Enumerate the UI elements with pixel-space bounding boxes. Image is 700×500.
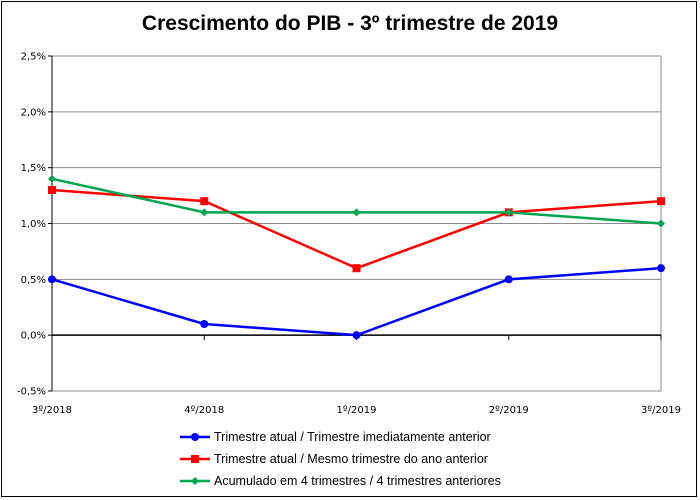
x-tick-label: 3º/2019 — [641, 405, 681, 416]
y-tick-label: 0,0% — [21, 331, 46, 342]
series-layer — [48, 174, 665, 340]
x-tick-label: 1º/2019 — [337, 405, 377, 416]
data-point — [200, 208, 209, 217]
data-point — [48, 275, 56, 284]
x-tick-label: 3º/2018 — [32, 405, 72, 416]
data-point — [352, 331, 361, 340]
x-tick-label: 2º/2019 — [489, 405, 529, 416]
legend-marker-circle-icon — [180, 433, 210, 441]
series-line-3 — [51, 177, 662, 225]
legend-label-1: Trimestre atual / Trimestre imediatament… — [214, 430, 491, 444]
data-point — [657, 219, 665, 228]
legend-item-1: Trimestre atual / Trimestre imediatament… — [180, 426, 501, 448]
legend-diamond-3 — [191, 477, 199, 485]
legend-marker-square-icon — [180, 455, 210, 463]
y-tick-label: 2,0% — [21, 107, 46, 118]
y-tick-label: 2,5% — [21, 52, 46, 63]
y-tick-label: 1,0% — [21, 219, 46, 230]
data-point — [352, 264, 361, 273]
data-point — [200, 197, 209, 206]
legend: Trimestre atual / Trimestre imediatament… — [180, 426, 501, 492]
legend-item-2: Trimestre atual / Mesmo trimestre do ano… — [180, 448, 501, 470]
data-point — [352, 208, 361, 217]
data-point — [48, 174, 56, 183]
legend-circle-1 — [191, 433, 199, 441]
data-point — [657, 264, 665, 273]
legend-label-3: Acumulado em 4 trimestres / 4 trimestres… — [214, 474, 501, 488]
data-point — [200, 320, 209, 328]
legend-marker-diamond-icon — [180, 477, 210, 485]
y-tick-label: 1,5% — [21, 163, 46, 174]
data-point — [504, 275, 513, 284]
legend-label-2: Trimestre atual / Mesmo trimestre do ano… — [214, 452, 488, 466]
legend-item-3: Acumulado em 4 trimestres / 4 trimestres… — [180, 470, 501, 492]
y-tick-label: 0,5% — [21, 275, 46, 286]
data-point — [657, 197, 665, 206]
y-tick-label: -0,5% — [17, 387, 46, 398]
chart-title: Crescimento do PIB - 3º trimestre de 201… — [141, 12, 559, 35]
x-tick-label: 4º/2018 — [184, 405, 224, 416]
legend-square-2 — [191, 455, 199, 463]
data-point — [504, 208, 513, 217]
x-tick-labels: 3º/2018 4º/2018 1º/2019 2º/2019 3º/2019 — [32, 405, 681, 416]
y-tick-labels: 2,5% 2,0% 1,5% 1,0% 0,5% 0,0% -0,5% — [17, 52, 46, 398]
series-line-2 — [51, 188, 662, 270]
grid-layer — [52, 55, 662, 392]
series-line-1 — [51, 266, 662, 337]
data-point — [48, 186, 56, 194]
